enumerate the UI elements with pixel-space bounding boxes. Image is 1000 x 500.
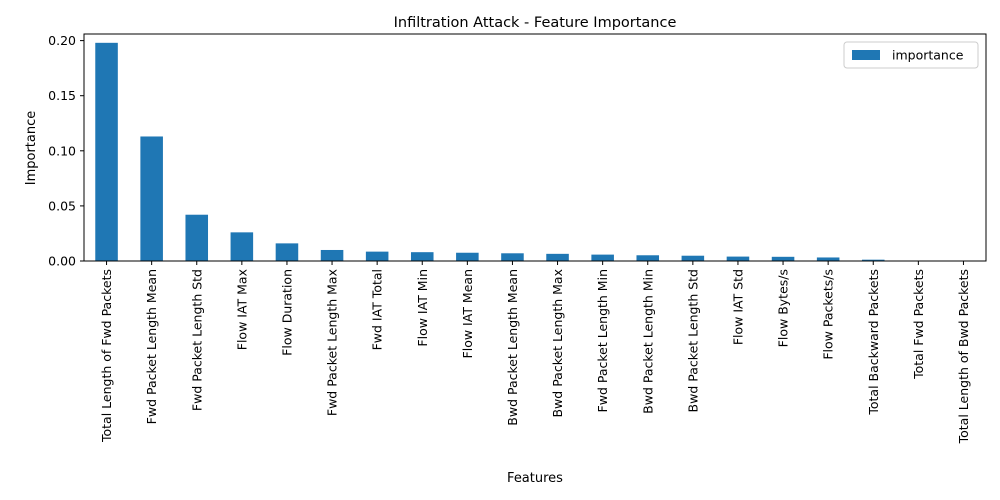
x-tick-label: Bwd Packet Length Max (550, 269, 565, 418)
bar-8 (410, 252, 434, 261)
y-tick-label: 0.05 (48, 198, 76, 213)
bar-17 (816, 257, 840, 261)
x-tick-label: Fwd Packet Length Mean (144, 269, 159, 424)
bar-7 (365, 251, 389, 261)
bar-11 (546, 253, 569, 261)
bar-6 (320, 249, 344, 261)
x-tick-label: Total Length of Bwd Packets (956, 269, 971, 444)
x-tick-label: Total Length of Fwd Packets (99, 269, 114, 443)
bar-13 (636, 255, 660, 261)
bars-group (95, 42, 975, 261)
x-tick-label: Bwd Packet Length Mean (505, 269, 520, 426)
x-tick-label: Flow Duration (279, 269, 294, 356)
y-tick-label: 0.20 (48, 33, 76, 48)
x-tick-label: Flow Packets/s (821, 269, 836, 360)
x-tick-label: Total Fwd Packets (911, 269, 926, 380)
bar-10 (501, 253, 524, 261)
legend-swatch (852, 50, 880, 60)
legend-label: importance (892, 48, 964, 63)
bar-18 (861, 259, 885, 261)
bar-5 (275, 243, 299, 261)
chart-title: Infiltration Attack - Feature Importance (394, 15, 677, 31)
y-axis-label: Importance (24, 111, 39, 186)
legend-box (843, 41, 979, 69)
x-tick-label: Flow IAT Mean (460, 269, 475, 358)
x-axis: Total Length of Fwd Packets Fwd Packet Le… (99, 261, 971, 444)
x-tick-label: Fwd Packet Length Min (595, 269, 610, 412)
x-tick-label: Flow IAT Max (234, 269, 249, 350)
y-tick-label: 0.10 (48, 143, 76, 158)
y-tick-label: 0.00 (48, 254, 76, 269)
bar-16 (771, 256, 795, 261)
bar-4 (230, 232, 254, 261)
x-tick-label: Flow IAT Std (730, 269, 745, 345)
bar-14 (681, 255, 705, 261)
legend: importance (843, 41, 979, 69)
x-tick-label: Bwd Packet Length Std (685, 269, 700, 412)
x-tick-label: Flow Bytes/s (776, 269, 791, 347)
x-axis-label: Features (507, 471, 563, 486)
plot-frame (83, 33, 987, 262)
bar-12 (591, 254, 614, 261)
x-tick-label: Total Backward Packets (866, 269, 881, 416)
bar-3 (185, 214, 209, 261)
y-tick-label: 0.15 (48, 88, 76, 103)
bar-1 (95, 42, 118, 261)
x-tick-label: Fwd IAT Total (370, 269, 385, 350)
x-tick-label: Flow IAT Min (415, 269, 430, 347)
x-tick-label: Fwd Packet Length Max (325, 269, 340, 416)
y-axis: 0.00 0.05 0.10 0.15 0.20 (48, 33, 84, 269)
bar-9 (456, 252, 479, 261)
x-tick-label: Bwd Packet Length Min (640, 269, 655, 414)
bar-15 (726, 256, 750, 261)
x-tick-label: Fwd Packet Length Std (189, 269, 204, 411)
bar-2 (140, 136, 163, 261)
